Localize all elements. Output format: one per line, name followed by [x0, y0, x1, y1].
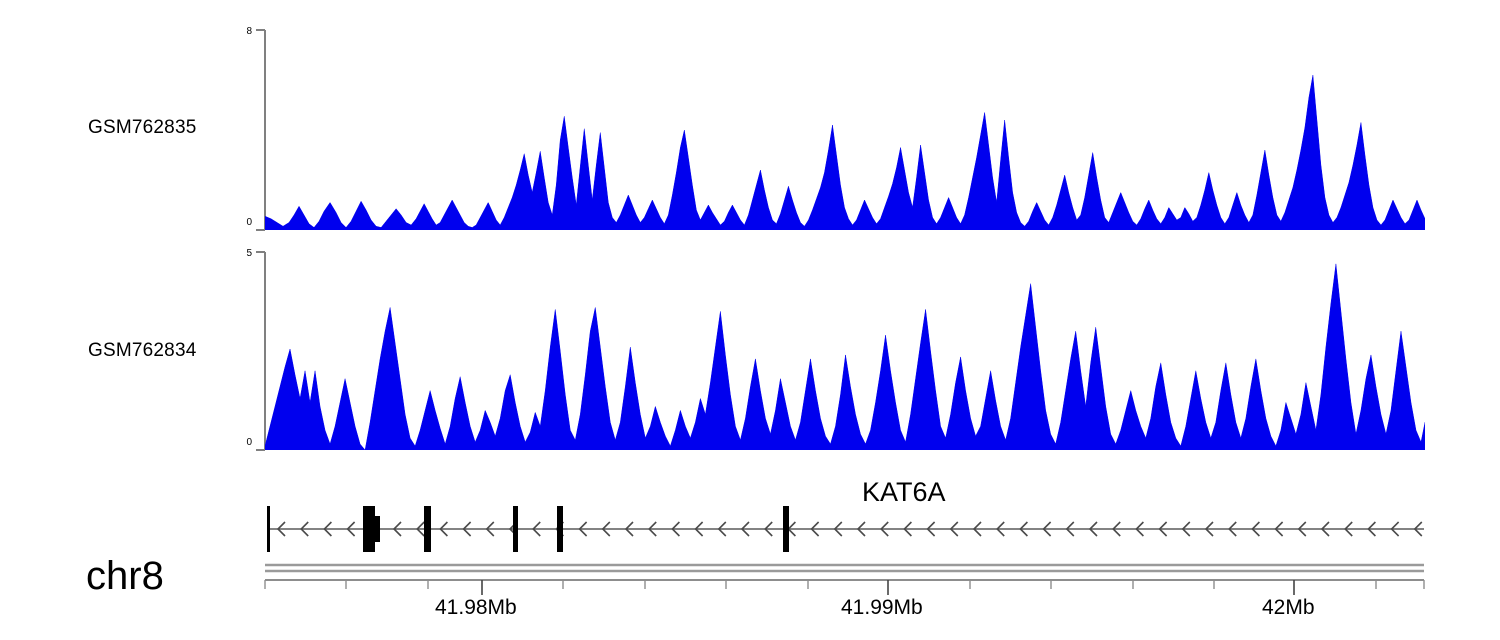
track-label-gsm762835: GSM762835 — [88, 117, 197, 138]
chromosome-scale-bar — [265, 563, 1424, 573]
track1-ytick-max: 8 — [246, 26, 252, 37]
track2-ytick-max: 5 — [246, 248, 252, 259]
ruler-tick-label-0: 41.98Mb — [435, 596, 517, 619]
gene-annotation-track[interactable] — [260, 503, 1430, 555]
gene-name-label[interactable]: KAT6A — [862, 477, 946, 507]
position-ruler[interactable] — [260, 578, 1430, 598]
ruler-tick-label-2: 42Mb — [1262, 596, 1315, 619]
track2-yaxis — [256, 251, 266, 451]
track1-ytick-min: 0 — [246, 217, 252, 228]
signal-track-gsm762834[interactable] — [265, 252, 1425, 450]
signal-track-gsm762835[interactable] — [265, 30, 1425, 230]
track1-yaxis — [256, 29, 266, 231]
ruler-tick-label-1: 41.99Mb — [841, 596, 923, 619]
chromosome-label: chr8 — [86, 554, 164, 598]
track-label-gsm762834: GSM762834 — [88, 340, 197, 361]
track2-ytick-min: 0 — [246, 437, 252, 448]
